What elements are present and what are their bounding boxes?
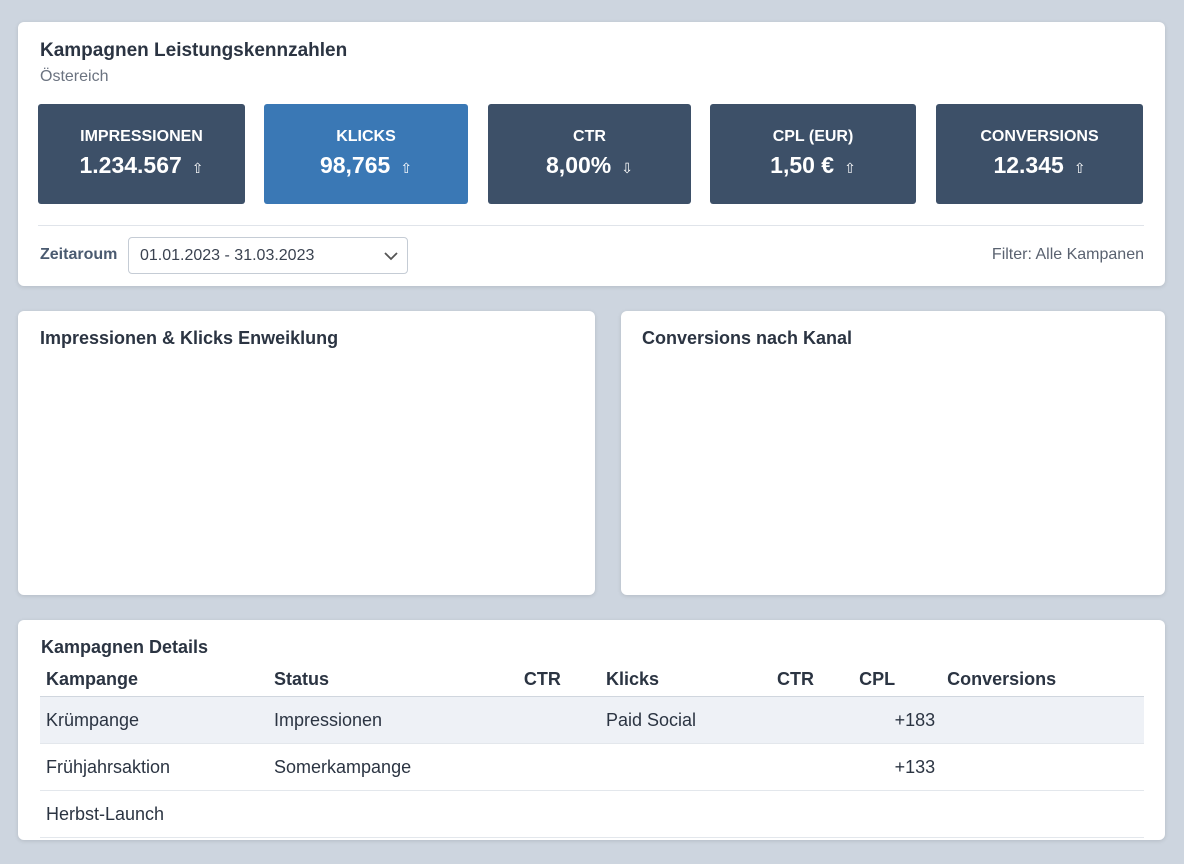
kpi-label: CONVERSIONS <box>980 128 1099 145</box>
table-cell: Paid Social <box>599 696 771 744</box>
trend-icon: ⇩ <box>621 160 633 176</box>
trend-icon: ⇧ <box>400 160 413 176</box>
table-cell: +133 <box>853 743 942 791</box>
details-table: Kampange Status CTR Klicks CTR CPL Conversions… <box>40 662 1144 838</box>
trend-icon: ⇧ <box>191 160 204 176</box>
column-header: Status <box>268 662 518 697</box>
chart-title: Conversions nach Kanal <box>642 328 853 348</box>
kpi-label: CPL (EUR) <box>772 128 854 145</box>
filter-label: Zeitaroum <box>40 246 118 263</box>
table-cell: Frühjahrsaktion <box>40 743 269 791</box>
column-header: Kampange <box>40 662 269 697</box>
filter-note[interactable]: Filter: Alle Kampanen <box>991 246 1144 263</box>
table-cell <box>599 743 771 791</box>
table-row: Frühjahrsaktion Somerkampange +133 <box>40 743 1144 791</box>
table-cell: Impressionen <box>268 696 518 744</box>
table-cell: Krümpange <box>40 696 269 744</box>
kpi-tile: CPL (EUR) 1,50 € ⇧ <box>710 104 916 204</box>
table-cell <box>599 790 771 838</box>
table-row: Krümpange Impressionen Paid Social +183 <box>40 696 1144 744</box>
kpi-label: CTR <box>573 128 606 145</box>
kpi-label: IMPRESSIONEN <box>80 128 203 145</box>
table-cell <box>517 743 600 791</box>
table-cell <box>941 790 1144 838</box>
table-cell <box>770 696 854 744</box>
bar-card <box>621 311 1165 595</box>
header-row: Kampange Status CTR Klicks CTR CPL Conversions <box>40 662 1144 697</box>
table-title: Kampagnen Details <box>41 637 209 657</box>
date-range: 01.01.2023 - 31.03.2023 <box>140 247 315 264</box>
chevron: 10.6%21,0%0%0%JänFebFebMärMär0204080Orga… <box>384 252 398 261</box>
line-card <box>18 311 595 595</box>
page-title: Kampagnen Leistungskennzahlen <box>40 40 348 61</box>
kpi-value-row: 12.345 ⇧ <box>936 152 1143 179</box>
table-cell <box>941 696 1144 744</box>
subtitle: Östereich <box>40 68 109 85</box>
table-cell <box>770 790 854 838</box>
kpi-value: 8,00% <box>546 152 612 178</box>
kpi-value-row: 8,00% ⇩ <box>488 152 691 179</box>
kpi-tile: CONVERSIONS 12.345 ⇧ <box>936 104 1143 204</box>
kpi-tile: KLICKS 98,765 ⇧ <box>264 104 468 204</box>
kpi-value-row: 98,765 ⇧ <box>264 152 468 179</box>
column-header: CPL <box>853 662 942 697</box>
kpi-value: 12.345 <box>993 152 1064 178</box>
table-cell <box>770 743 854 791</box>
column-header: Conversions <box>941 662 1144 697</box>
column-header: CTR <box>517 662 600 697</box>
column-header: CTR <box>770 662 854 697</box>
table-cell <box>517 696 600 744</box>
table-cell: Somerkampange <box>268 743 518 791</box>
table-cell: +183 <box>853 696 942 744</box>
kpi-tile: CTR 8,00% ⇩ <box>488 104 691 204</box>
kpi-tile: IMPRESSIONEN 1.234.567 ⇧ <box>38 104 245 204</box>
kpi-value-row: 1,50 € ⇧ <box>710 152 916 179</box>
trend-icon: ⇧ <box>844 160 856 176</box>
date-select[interactable]: 01.01.2023 - 31.03.2023 10.6%21,0%0%0%Jä… <box>128 237 408 274</box>
kpi-value: 1,50 € <box>770 152 835 178</box>
table-cell: Herbst-Launch <box>40 790 269 838</box>
column-header: Klicks <box>599 662 771 697</box>
divider <box>38 225 1144 226</box>
table-cell <box>517 790 600 838</box>
table-cell <box>853 790 942 838</box>
kpi-label: KLICKS <box>336 128 396 145</box>
table-cell <box>941 743 1144 791</box>
trend-icon: ⇧ <box>1073 160 1086 176</box>
kpi-value-row: 1.234.567 ⇧ <box>38 152 245 179</box>
kpi-value: 1.234.567 <box>79 152 182 178</box>
table-row: Herbst-Launch <box>40 790 1144 838</box>
chart-title: Impressionen & Klicks Enweiklung <box>40 328 339 348</box>
kpi-value: 98,765 <box>319 152 391 178</box>
table-cell <box>268 790 518 838</box>
